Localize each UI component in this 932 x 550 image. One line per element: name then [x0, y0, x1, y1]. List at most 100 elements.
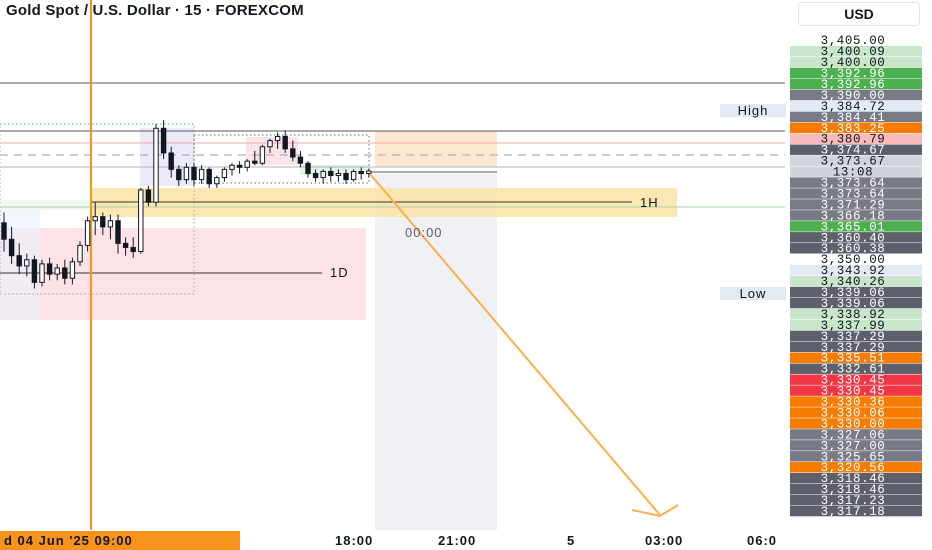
candle	[69, 257, 76, 285]
candle	[145, 185, 152, 207]
price-label: 3,317.18	[790, 505, 922, 519]
candle	[328, 167, 334, 182]
label-midnight: 00:00	[405, 225, 443, 240]
price-label: 3,337.29	[790, 330, 922, 344]
price-label-text: 3,343.92	[821, 264, 886, 278]
candle	[160, 120, 167, 160]
time-shade-zone	[375, 174, 497, 530]
price-label: 3,374.67	[790, 144, 922, 158]
price-label: 3,327.00	[790, 439, 922, 453]
price-label-text: 3,330.06	[821, 406, 886, 420]
candle	[115, 214, 121, 254]
price-label-text: 3,339.06	[821, 286, 886, 300]
candle	[46, 257, 53, 281]
candle	[1, 212, 7, 252]
price-label: 3,330.45	[790, 374, 922, 388]
price-label: 3,383.25	[790, 122, 922, 136]
price-label: 3,325.65	[790, 450, 922, 464]
price-label-text: 3,337.99	[821, 319, 886, 333]
price-label: 3,405.00	[821, 34, 886, 48]
candle	[335, 169, 342, 182]
price-label: 3,318.46	[790, 483, 922, 497]
price-label-text: 3,317.18	[821, 505, 886, 519]
price-label-text: 3,339.06	[821, 297, 886, 311]
price-label: 3,380.79	[790, 133, 922, 147]
price-label-text: 3,392.96	[821, 78, 886, 92]
price-label-text: 3,317.23	[821, 494, 886, 508]
currency-selector[interactable]: USD	[798, 2, 920, 26]
price-label-text: 3,318.46	[821, 472, 886, 486]
price-label-text: 3,371.29	[821, 198, 886, 212]
price-label: 3,318.46	[790, 472, 922, 486]
time-label: 03:00	[645, 533, 683, 548]
candle	[343, 169, 349, 184]
price-label: 3,400.00	[790, 56, 922, 70]
price-label-text: 3,373.67	[821, 155, 886, 169]
price-label: 3,350.00	[821, 253, 885, 267]
candle	[100, 212, 106, 236]
price-label-text: 3,366.18	[821, 209, 886, 223]
time-label: 5	[567, 533, 575, 548]
price-label-text: 3,320.56	[821, 461, 886, 475]
candle	[168, 146, 174, 178]
price-label: 3,373.64	[790, 187, 922, 201]
price-label-text: 13:08	[833, 166, 874, 180]
candle	[138, 187, 144, 254]
candle	[320, 169, 326, 184]
price-label: 3,400.09	[790, 45, 922, 59]
candle	[39, 259, 45, 287]
price-label: 3,384.72	[790, 100, 922, 114]
candle	[236, 161, 243, 174]
candle	[16, 243, 22, 275]
time-label: d 04 Jun '25 09:00	[4, 533, 133, 548]
price-label: 3,373.64	[790, 177, 922, 191]
price-label: 3,320.56	[790, 461, 922, 475]
candle	[267, 138, 273, 153]
price-label: 13:08	[790, 166, 922, 180]
candle	[8, 226, 15, 264]
price-label: 3,317.23	[790, 494, 922, 508]
price-label: 3,384.41	[790, 111, 922, 125]
price-label: 3,392.96	[790, 67, 922, 81]
price-label: 3,330.36	[790, 396, 922, 410]
price-label: 3,327.06	[790, 428, 922, 442]
candle	[229, 163, 235, 176]
price-label: 3,337.99	[790, 319, 922, 333]
price-label: 3,366.18	[790, 209, 922, 223]
scale-marker-text: Low	[740, 286, 767, 301]
orange-target-zone	[375, 131, 497, 167]
candle	[77, 241, 83, 266]
price-label-text: 3,360.38	[821, 242, 886, 256]
scale-markers: High Low	[720, 103, 786, 301]
candle	[24, 253, 30, 277]
time-axis[interactable]: d 04 Jun '25 09:00 18:00 21:00 5 03:00 06:0	[4, 533, 777, 548]
price-label-text: 3,335.51	[821, 352, 886, 366]
price-label-text: 3,400.09	[821, 45, 886, 59]
price-label-text: 3,327.00	[821, 439, 886, 453]
price-label-text: 3,390.00	[821, 89, 886, 103]
scale-marker: Low	[720, 286, 786, 301]
candle	[92, 202, 98, 236]
price-label-text: 3,380.79	[821, 133, 886, 147]
red-demand-zone	[0, 228, 366, 320]
price-label: 3,365.01	[790, 220, 922, 234]
candle	[191, 163, 197, 186]
candle	[214, 175, 220, 188]
candle	[244, 159, 250, 172]
candle	[350, 169, 357, 182]
price-label-text: 3,330.36	[821, 396, 886, 410]
candle	[282, 130, 288, 153]
time-label: 06:0	[747, 533, 777, 548]
price-label-text: 3,318.46	[821, 483, 886, 497]
price-scale[interactable]: 3,405.003,400.093,400.003,392.963,392.96…	[790, 34, 922, 519]
candle	[252, 150, 258, 166]
price-label-text: 3,325.65	[821, 450, 886, 464]
price-label-text: 3,340.26	[821, 275, 886, 289]
price-label-text: 3,392.96	[821, 67, 886, 81]
price-label-text: 3,405.00	[821, 34, 886, 48]
candle	[221, 167, 228, 182]
candle	[130, 237, 136, 258]
price-label: 3,392.96	[790, 78, 922, 92]
price-label: 3,360.40	[790, 231, 922, 245]
